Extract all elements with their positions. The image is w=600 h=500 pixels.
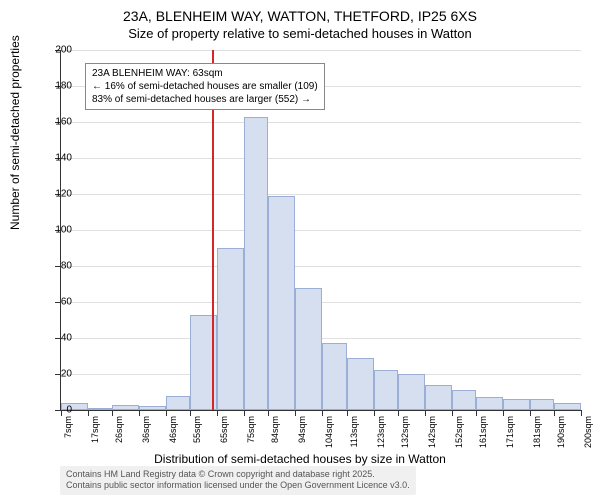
- x-tick: [139, 410, 140, 416]
- x-tick-label: 161sqm: [478, 416, 488, 448]
- histogram-bar: [217, 248, 244, 410]
- histogram-bar: [166, 396, 190, 410]
- x-tick-label: 46sqm: [168, 416, 178, 443]
- gridline: [61, 230, 581, 231]
- x-tick-label: 75sqm: [246, 416, 256, 443]
- y-tick-label: 40: [61, 333, 72, 344]
- x-tick-label: 142sqm: [427, 416, 437, 448]
- y-tick-label: 20: [61, 369, 72, 380]
- x-tick: [61, 410, 62, 416]
- x-tick: [425, 410, 426, 416]
- x-tick-label: 17sqm: [90, 416, 100, 443]
- histogram-bar: [374, 370, 398, 410]
- chart-subtitle: Size of property relative to semi-detach…: [0, 26, 600, 41]
- x-tick-label: 181sqm: [532, 416, 542, 448]
- footer-line1: Contains HM Land Registry data © Crown c…: [66, 469, 410, 480]
- x-tick: [398, 410, 399, 416]
- x-tick-label: 7sqm: [63, 416, 73, 438]
- x-tick: [166, 410, 167, 416]
- histogram-bar: [425, 385, 452, 410]
- x-tick-label: 200sqm: [583, 416, 593, 448]
- gridline: [61, 266, 581, 267]
- y-axis-label: Number of semi-detached properties: [8, 35, 22, 230]
- histogram-bar: [476, 397, 503, 410]
- x-tick-label: 104sqm: [324, 416, 334, 448]
- histogram-bar: [398, 374, 425, 410]
- plot-area: 23A BLENHEIM WAY: 63sqm ← 16% of semi-de…: [60, 50, 581, 411]
- y-tick-label: 80: [61, 261, 72, 272]
- annotation-box: 23A BLENHEIM WAY: 63sqm ← 16% of semi-de…: [85, 63, 325, 110]
- annotation-title: 23A BLENHEIM WAY: 63sqm: [92, 67, 318, 80]
- x-tick: [88, 410, 89, 416]
- x-tick-label: 152sqm: [454, 416, 464, 448]
- y-tick-label: 140: [55, 153, 72, 164]
- x-tick-label: 113sqm: [349, 416, 359, 447]
- histogram-bar: [112, 405, 139, 410]
- y-tick-label: 60: [61, 297, 72, 308]
- y-tick-label: 200: [55, 45, 72, 56]
- x-tick: [503, 410, 504, 416]
- gridline: [61, 194, 581, 195]
- histogram-bar: [530, 399, 554, 410]
- histogram-bar: [268, 196, 295, 410]
- x-tick: [581, 410, 582, 416]
- x-tick: [347, 410, 348, 416]
- gridline: [61, 50, 581, 51]
- x-tick: [554, 410, 555, 416]
- footer-line2: Contains public sector information licen…: [66, 480, 410, 491]
- attribution-footer: Contains HM Land Registry data © Crown c…: [60, 466, 416, 495]
- annotation-line1: ← 16% of semi-detached houses are smalle…: [92, 80, 318, 93]
- x-tick-label: 36sqm: [141, 416, 151, 443]
- x-tick-label: 26sqm: [114, 416, 124, 443]
- y-tick-label: 0: [66, 405, 72, 416]
- y-tick-label: 180: [55, 81, 72, 92]
- histogram-bar: [554, 403, 581, 410]
- y-tick-label: 160: [55, 117, 72, 128]
- x-tick-label: 190sqm: [556, 416, 566, 448]
- histogram-bar: [322, 343, 346, 410]
- gridline: [61, 158, 581, 159]
- histogram-bar: [88, 408, 112, 410]
- x-tick: [374, 410, 375, 416]
- x-tick-label: 123sqm: [376, 416, 386, 448]
- histogram-bar: [244, 117, 268, 410]
- x-tick: [452, 410, 453, 416]
- x-tick-label: 55sqm: [192, 416, 202, 443]
- gridline: [61, 122, 581, 123]
- histogram-bar: [139, 406, 166, 410]
- histogram-bar: [452, 390, 476, 410]
- annotation-line2: 83% of semi-detached houses are larger (…: [92, 93, 318, 106]
- x-tick-label: 84sqm: [270, 416, 280, 443]
- histogram-bar: [295, 288, 322, 410]
- x-tick: [476, 410, 477, 416]
- x-axis-label: Distribution of semi-detached houses by …: [0, 452, 600, 466]
- histogram-bar: [347, 358, 374, 410]
- histogram-bar: [61, 403, 88, 410]
- x-tick-label: 171sqm: [505, 416, 515, 448]
- y-tick-label: 120: [55, 189, 72, 200]
- histogram-chart: 23A, BLENHEIM WAY, WATTON, THETFORD, IP2…: [0, 0, 600, 500]
- histogram-bar: [503, 399, 530, 410]
- x-tick: [530, 410, 531, 416]
- x-tick-label: 94sqm: [297, 416, 307, 443]
- x-tick-label: 65sqm: [219, 416, 229, 443]
- y-tick-label: 100: [55, 225, 72, 236]
- chart-title: 23A, BLENHEIM WAY, WATTON, THETFORD, IP2…: [0, 8, 600, 24]
- x-tick-label: 132sqm: [400, 416, 410, 448]
